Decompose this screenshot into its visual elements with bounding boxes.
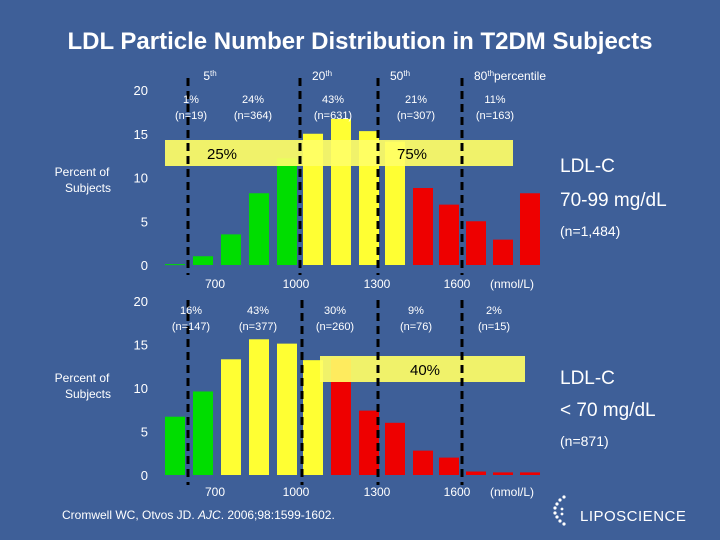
segment-percent: 11%: [484, 94, 505, 106]
percentile-label: 5th: [203, 69, 216, 83]
histogram-bar: [303, 133, 323, 265]
percentile-label: 50th: [390, 69, 410, 83]
histogram-bar: [193, 256, 213, 265]
y-tick-label: 10: [134, 381, 148, 396]
segment-count: (n=163): [476, 110, 514, 122]
x-tick-label: 1300: [364, 485, 391, 499]
histogram-bar: [466, 471, 486, 475]
percentile-highlight-box: [320, 356, 525, 382]
segment-count: (n=377): [239, 321, 277, 333]
highlight-label: 40%: [410, 362, 440, 379]
liposcience-logo-text: LIPOSCIENCE: [580, 508, 687, 525]
histogram-bar: [165, 264, 185, 266]
ldl-c-label: LDL-C: [560, 156, 615, 177]
segment-count: (n=307): [397, 110, 435, 122]
segment-percent: 9%: [408, 305, 424, 317]
histogram-bar: [277, 158, 297, 265]
histogram-bar: [249, 193, 269, 265]
x-unit-label: (nmol/L): [490, 485, 534, 499]
ldl-c-range-label: < 70 mg/dL: [560, 400, 656, 421]
y-axis-label-line1: Percent of: [55, 371, 110, 385]
segment-percent: 30%: [324, 305, 346, 317]
percentile-highlight-box: [305, 140, 513, 166]
histogram-bar: [385, 141, 405, 265]
segment-count: (n=364): [234, 110, 272, 122]
x-tick-label: 1600: [444, 485, 471, 499]
segment-percent: 21%: [405, 94, 427, 106]
citation-journal: AJC: [198, 508, 221, 522]
segment-percent: 1%: [183, 94, 199, 106]
citation: Cromwell WC, Otvos JD. AJC. 2006;98:1599…: [62, 508, 335, 522]
ldl-c-range-label: 70-99 mg/dL: [560, 190, 667, 211]
histogram-bar: [493, 472, 513, 475]
ldl-c-n-label: (n=1,484): [560, 223, 620, 239]
histogram-bar: [385, 422, 405, 475]
y-tick-label: 0: [141, 258, 148, 273]
highlight-label: 25%: [207, 146, 237, 163]
histogram-bar: [413, 450, 433, 475]
histogram-bar: [466, 221, 486, 265]
ldl-c-n-label: (n=871): [560, 433, 609, 449]
percentile-label: 80th: [474, 69, 494, 83]
x-tick-label: 1600: [444, 277, 471, 291]
x-tick-label: 700: [205, 485, 225, 499]
percentile-label: 20th: [312, 69, 332, 83]
y-tick-label: 0: [141, 468, 148, 483]
y-tick-label: 20: [134, 83, 148, 98]
y-axis-label-line1: Percent of: [55, 165, 110, 179]
y-axis-label-line2: Subjects: [65, 387, 111, 401]
x-tick-label: 1000: [283, 485, 310, 499]
y-tick-label: 5: [141, 214, 148, 229]
ldl-c-label: LDL-C: [560, 368, 615, 389]
x-tick-label: 1000: [283, 277, 310, 291]
percentile-word: percentile: [494, 69, 546, 83]
histogram-bar: [520, 193, 540, 265]
segment-percent: 16%: [180, 305, 202, 317]
histogram-bar: [303, 360, 323, 475]
segment-percent: 43%: [322, 94, 344, 106]
segment-count: (n=260): [316, 321, 354, 333]
y-tick-label: 15: [134, 127, 148, 142]
histogram-bar: [520, 472, 540, 475]
histogram-bar: [193, 391, 213, 475]
y-tick-label: 10: [134, 171, 148, 186]
citation-details: . 2006;98:1599-1602.: [220, 508, 335, 522]
segment-count: (n=15): [478, 321, 510, 333]
y-tick-label: 5: [141, 425, 148, 440]
x-tick-label: 1300: [364, 277, 391, 291]
x-unit-label: (nmol/L): [490, 277, 534, 291]
histogram-bar: [277, 343, 297, 475]
citation-authors: Cromwell WC, Otvos JD.: [62, 508, 199, 522]
y-axis-label-line2: Subjects: [65, 181, 111, 195]
histogram-bar: [493, 239, 513, 265]
histogram-bar: [221, 359, 241, 475]
histogram-bar: [413, 188, 433, 265]
segment-count: (n=631): [314, 110, 352, 122]
x-tick-label: 700: [205, 277, 225, 291]
histogram-bar: [439, 457, 459, 475]
highlight-label: 75%: [397, 146, 427, 163]
y-tick-label: 20: [134, 294, 148, 309]
histogram-bar: [165, 416, 185, 475]
segment-count: (n=19): [175, 110, 207, 122]
segment-count: (n=76): [400, 321, 432, 333]
histogram-bar: [249, 339, 269, 475]
segment-percent: 43%: [247, 305, 269, 317]
segment-count: (n=147): [172, 321, 210, 333]
segment-percent: 24%: [242, 94, 264, 106]
histogram-bar: [221, 234, 241, 265]
segment-percent: 2%: [486, 305, 502, 317]
histogram-bar: [359, 410, 379, 475]
y-tick-label: 15: [134, 338, 148, 353]
slide-title: LDL Particle Number Distribution in T2DM…: [67, 28, 653, 55]
liposcience-logo-icon: [553, 495, 566, 526]
histogram-bar: [331, 358, 351, 475]
histogram-bar: [439, 204, 459, 265]
